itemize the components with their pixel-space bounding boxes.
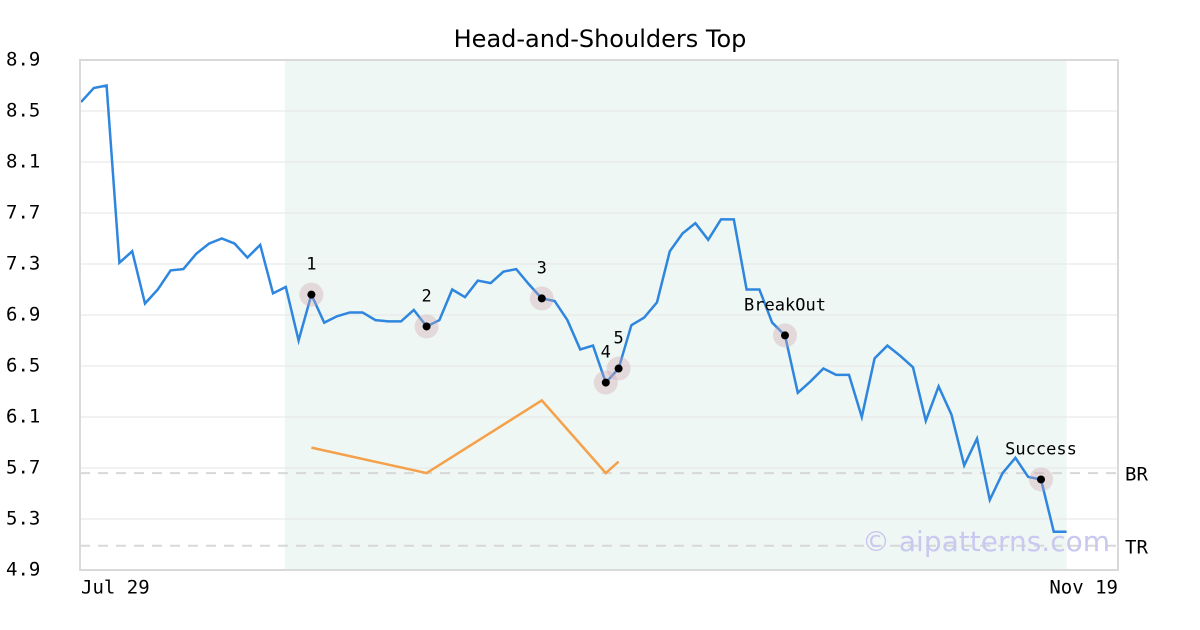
annotation-label: 4: [601, 343, 611, 363]
marker: [781, 331, 789, 340]
watermark: © aipatterns.com: [862, 525, 1110, 558]
y-tick-label: 7.3: [6, 253, 40, 275]
x-tick-label: Jul 29: [81, 577, 150, 599]
annotation-label: 2: [421, 286, 431, 306]
marker: [1037, 475, 1045, 484]
x-tick-label: Nov 19: [1049, 577, 1118, 599]
annotation-label: 5: [613, 329, 623, 349]
y-tick-label: 7.7: [6, 202, 40, 224]
marker: [422, 322, 431, 331]
annotation-label: 1: [306, 255, 316, 275]
y-tick-label: 8.9: [6, 49, 40, 71]
marker: [601, 378, 610, 387]
chart-title: Head-and-Shoulders Top: [454, 25, 747, 53]
series-line: [311, 398, 620, 475]
marker: [614, 364, 623, 373]
y-tick-label: 4.9: [6, 559, 40, 581]
y-tick-label: 6.1: [6, 406, 40, 428]
annotation-label: BreakOut: [744, 295, 826, 315]
y-tick-label: 5.3: [6, 508, 40, 530]
annotation-label: Success: [1005, 439, 1077, 459]
y-tick-label: 6.9: [6, 304, 40, 326]
series-line: [80, 83, 1067, 533]
y-tick-label: 8.5: [6, 100, 40, 122]
reference-label: BR: [1125, 464, 1148, 486]
plot-frame: [79, 59, 1119, 571]
y-tick-label: 5.7: [6, 457, 40, 479]
annotation-label: 3: [537, 258, 547, 278]
y-tick-label: 6.5: [6, 355, 40, 377]
marker: [537, 294, 546, 303]
reference-label: TR: [1125, 536, 1148, 558]
y-tick-label: 8.1: [6, 151, 40, 173]
marker: [307, 290, 316, 299]
